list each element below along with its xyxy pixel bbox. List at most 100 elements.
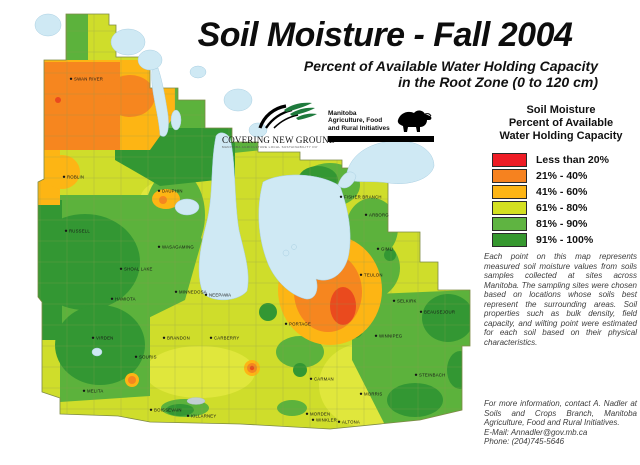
- cng-logo-text: COVERING NEW GROUND: [222, 135, 336, 145]
- legend-label: 61% - 80%: [536, 202, 588, 214]
- town-label: ALTONA: [342, 420, 360, 425]
- town-dot: [62, 175, 66, 178]
- bison-icon: [397, 110, 432, 132]
- legend-heading: Soil Moisture Percent of Available Water…: [499, 104, 623, 142]
- legend-label: 21% - 40%: [536, 170, 588, 182]
- town-dot: [392, 299, 396, 302]
- town-dot: [162, 336, 166, 339]
- legend-swatch: [492, 217, 527, 231]
- page-title: Soil Moisture - Fall 2004: [197, 16, 573, 54]
- mafri-logo-text: Manitoba Agriculture, Food and Rural Ini…: [328, 109, 390, 132]
- town-label: CARBERRY: [214, 336, 239, 341]
- town-dot: [157, 189, 161, 192]
- dauphin-lake: [174, 198, 200, 216]
- lake-small-nw: [34, 13, 62, 37]
- town-dot: [364, 213, 368, 216]
- town-dot: [376, 247, 380, 250]
- lakes: [34, 13, 435, 405]
- town-label: MORDEN: [310, 412, 330, 417]
- mafri-logo-bar: [328, 136, 434, 142]
- legend-swatch: [492, 201, 527, 215]
- town-dot: [91, 336, 95, 339]
- town-dot: [284, 322, 288, 325]
- mafri-logo: Manitoba Agriculture, Food and Rural Ini…: [328, 108, 436, 142]
- town-dot: [337, 420, 341, 423]
- town-label: BRANDON: [167, 336, 190, 341]
- town-label: RUSSELL: [69, 229, 90, 234]
- town-label: SWAN RIVER: [74, 77, 103, 82]
- town-label: ROBLIN: [67, 175, 84, 180]
- whitewater-lake: [186, 397, 206, 405]
- town-label: MELITA: [87, 389, 103, 394]
- town-dot: [82, 389, 86, 392]
- legend-swatch: [492, 169, 527, 183]
- town-label: BOISSEVAIN: [154, 408, 182, 413]
- town-label: SOURIS: [139, 355, 157, 360]
- cng-logo-tagline: MANITOBA AGRICULTURE LOCAL SUSTAINABILIT…: [222, 145, 318, 149]
- town-dot: [305, 412, 309, 415]
- town-label: WINNIPEG: [379, 334, 403, 339]
- town-label: HAMIOTA: [115, 297, 136, 302]
- town-dot: [134, 355, 138, 358]
- town-dot: [374, 334, 378, 337]
- oak-lake: [91, 347, 103, 357]
- town-label: SELKIRK: [397, 299, 417, 304]
- town-dot: [119, 267, 123, 270]
- region-outline: [37, 13, 471, 430]
- contact-paragraph: For more information, contact A. Nadler …: [484, 399, 637, 427]
- town-label: WASAGAMING: [162, 245, 194, 250]
- subtitle-line-1: Percent of Available Water Holding Capac…: [303, 58, 598, 74]
- map-description: Each point on this map represents measur…: [484, 252, 637, 347]
- town-label: MORRIS: [364, 392, 382, 397]
- town-dot: [69, 77, 73, 81]
- town-dot: [419, 310, 423, 313]
- legend: Soil Moisture Percent of Available Water…: [484, 104, 638, 248]
- town-dot: [339, 195, 343, 198]
- legend-label: 81% - 90%: [536, 218, 588, 230]
- legend-row: 91% - 100%: [484, 232, 638, 248]
- subtitle-line-2: in the Root Zone (0 to 120 cm): [398, 74, 598, 90]
- town-dot: [204, 293, 208, 296]
- lake-winnipeg-north: [345, 140, 435, 184]
- legend-row: Less than 20%: [484, 152, 638, 168]
- cng-swoosh-icon: [258, 102, 317, 129]
- town-label: FISHER BRANCH: [344, 195, 382, 200]
- town-label: CARMAN: [314, 377, 334, 382]
- town-dot: [64, 229, 68, 232]
- town-dot: [414, 373, 418, 376]
- town-label: MINNEDOSA: [179, 290, 207, 295]
- town-label: PORTAGE: [289, 322, 311, 327]
- legend-row: 21% - 40%: [484, 168, 638, 184]
- legend-label: Less than 20%: [536, 154, 609, 166]
- lake-manitoba: [198, 132, 249, 301]
- lake-winnipegosis-arm: [151, 67, 169, 137]
- town-dot: [359, 273, 363, 276]
- lake-winnipegosis: [110, 28, 146, 56]
- town-label: TEULON: [364, 273, 383, 278]
- town-dot: [311, 418, 315, 421]
- legend-label: 41% - 60%: [536, 186, 588, 198]
- town-dot: [309, 377, 313, 380]
- lake-st-martin: [223, 88, 253, 112]
- town-dot: [110, 297, 114, 300]
- legend-items: Less than 20% 21% - 40% 41% - 60% 61% - 80%…: [484, 152, 638, 248]
- town-dot: [186, 414, 190, 417]
- town-labels: SWAN RIVER ROBLIN DAUPHIN RUSSELL WASAGAMING…: [62, 77, 455, 425]
- town-label: BEAUSEJOUR: [424, 310, 455, 315]
- legend-swatch: [492, 233, 527, 247]
- town-label: DAUPHIN: [162, 189, 183, 194]
- contact-info: For more information, contact A. Nadler …: [484, 399, 637, 447]
- shoal-lakes: [282, 249, 290, 257]
- town-label: KILLARNEY: [191, 414, 216, 419]
- legend-row: 81% - 90%: [484, 216, 638, 232]
- legend-row: 41% - 60%: [484, 184, 638, 200]
- contact-phone: Phone: (204)745-5646: [484, 437, 565, 446]
- town-dot: [149, 408, 153, 411]
- town-label: ARBORG: [369, 213, 389, 218]
- town-label: VIRDEN: [96, 336, 113, 341]
- town-dot: [157, 245, 161, 248]
- legend-swatch: [492, 185, 527, 199]
- town-dot: [174, 290, 178, 293]
